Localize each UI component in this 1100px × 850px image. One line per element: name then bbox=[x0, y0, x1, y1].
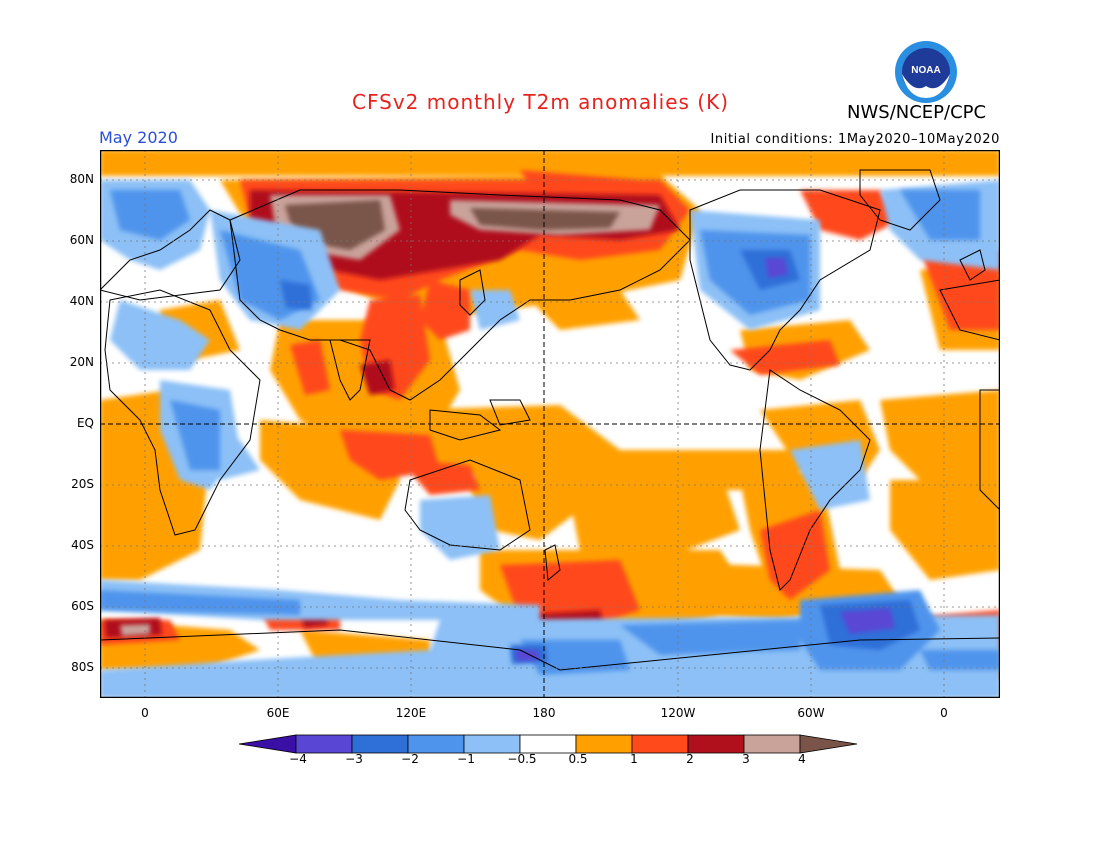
lon-label: 0 bbox=[940, 706, 948, 720]
colorbar-cell bbox=[519, 734, 577, 754]
lon-label: 120W bbox=[660, 706, 696, 720]
colorbar-cell bbox=[575, 734, 633, 754]
colorbar-arrow-high bbox=[799, 734, 858, 754]
graticule bbox=[100, 150, 1000, 698]
lat-label: 80S bbox=[71, 660, 94, 674]
colorbar-arrow-low bbox=[238, 734, 297, 754]
colorbar-label: 1 bbox=[630, 752, 638, 766]
colorbar-cell bbox=[407, 734, 465, 754]
colorbar bbox=[238, 734, 862, 764]
colorbar-label: −2 bbox=[401, 752, 419, 766]
noaa-logo: NOAA bbox=[894, 40, 958, 104]
lat-label: 40S bbox=[71, 538, 94, 552]
lon-label: 180 bbox=[532, 706, 556, 720]
lon-label: 0 bbox=[141, 706, 149, 720]
colorbar-label: 3 bbox=[742, 752, 750, 766]
lat-label: 80N bbox=[69, 172, 94, 186]
lat-label: 60S bbox=[71, 599, 94, 613]
lat-label: 40N bbox=[69, 294, 94, 308]
org-label: NWS/NCEP/CPC bbox=[847, 102, 987, 123]
lat-label: 20N bbox=[69, 355, 94, 369]
month-label: May 2020 bbox=[99, 128, 178, 147]
noaa-logo-text: NOAA bbox=[911, 65, 940, 76]
noaa-logo-icon: NOAA bbox=[895, 41, 957, 103]
lat-label: 20S bbox=[71, 477, 94, 491]
colorbar-cell bbox=[463, 734, 521, 754]
colorbar-cell bbox=[351, 734, 409, 754]
colorbar-label: 4 bbox=[798, 752, 806, 766]
equator-dateline bbox=[100, 150, 1000, 698]
map-border bbox=[100, 150, 1000, 698]
colorbar-cell bbox=[743, 734, 801, 754]
colorbar-label: 0.5 bbox=[568, 752, 588, 766]
colorbar-cell bbox=[631, 734, 689, 754]
anomaly-cold-very-strong bbox=[515, 258, 895, 661]
lon-label: 60W bbox=[797, 706, 825, 720]
colorbar-cell bbox=[295, 734, 353, 754]
chart-title: CFSv2 monthly T2m anomalies (K) bbox=[352, 90, 729, 114]
lon-label: 60E bbox=[266, 706, 290, 720]
lat-label: 60N bbox=[69, 233, 94, 247]
anomaly-map bbox=[100, 150, 1000, 698]
lon-label: 120E bbox=[395, 706, 427, 720]
colorbar-label: −3 bbox=[345, 752, 363, 766]
colorbar-label: 2 bbox=[686, 752, 694, 766]
colorbar-cell bbox=[687, 734, 745, 754]
lat-label: EQ bbox=[76, 416, 94, 430]
colorbar-label: −4 bbox=[289, 752, 307, 766]
map-svg bbox=[100, 150, 1000, 698]
coastlines bbox=[100, 169, 1000, 671]
initial-conditions: Initial conditions: 1May2020–10May2020 bbox=[710, 132, 1000, 147]
colorbar-label: −0.5 bbox=[507, 752, 537, 766]
colorbar-label: −1 bbox=[457, 752, 475, 766]
colorbar-svg bbox=[238, 734, 858, 754]
